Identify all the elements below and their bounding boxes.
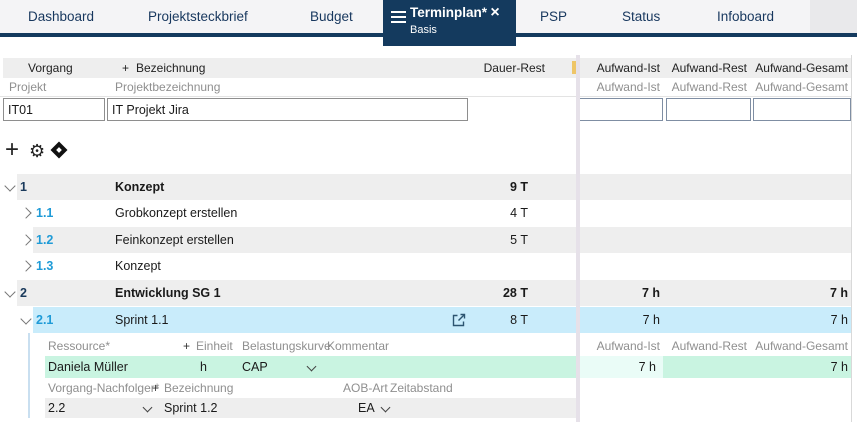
successor-aob-art[interactable]: EA (358, 401, 375, 415)
successor-header-row: Vorgang-Nachfolger* + Bezeichnung AOB-Ar… (0, 379, 857, 398)
task-row[interactable]: 1.1 Grobkonzept erstellen 4 T (0, 200, 857, 226)
col-header-einheit[interactable]: Einheit (196, 339, 233, 353)
collapse-icon[interactable] (20, 313, 32, 325)
project-name-input[interactable] (107, 98, 468, 121)
pane-divider[interactable] (576, 55, 580, 422)
task-aufwand-ist: 7 h (642, 313, 660, 327)
table-right-border (851, 55, 852, 422)
col-header-aufwand-rest[interactable]: Aufwand-Rest (671, 61, 747, 75)
label-aufwand-gesamt: Aufwand-Gesamt (755, 80, 848, 94)
task-number: 2 (20, 286, 27, 300)
resource-header-row: Ressource* + Einheit Belastungskurve Kom… (0, 337, 857, 356)
close-icon[interactable]: × (490, 4, 500, 21)
col-header-res-aufwand-gesamt: Aufwand-Gesamt (755, 339, 848, 353)
col-header-dauer-rest[interactable]: Dauer-Rest (483, 61, 545, 75)
tab-psp[interactable]: PSP (540, 9, 568, 24)
selection-indent-line (28, 333, 30, 418)
task-row[interactable]: 1 Konzept 9 T (0, 174, 857, 200)
tab-infoboard[interactable]: Infoboard (717, 9, 775, 24)
successor-name: Sprint 1.2 (164, 401, 218, 415)
label-aufwand-ist: Aufwand-Ist (596, 80, 660, 94)
task-row-selected[interactable]: 2.1 Sprint 1.1 8 T 7 h 7 h (0, 307, 857, 333)
add-resource-column-icon[interactable]: + (183, 339, 191, 353)
task-aufwand-gesamt: 7 h (829, 286, 848, 300)
resource-row[interactable]: Daniela Müller h CAP 7 h 7 h (0, 356, 857, 378)
add-successor-icon[interactable]: + (152, 381, 160, 395)
task-aufwand-gesamt: 7 h (830, 313, 848, 327)
active-tab-subtitle: Basis (410, 24, 437, 36)
tab-dashboard[interactable]: Dashboard (28, 9, 95, 24)
task-name: Konzept (115, 180, 165, 194)
collapse-icon[interactable] (4, 286, 16, 298)
task-dauer-rest: 4 T (510, 206, 528, 220)
add-task-button[interactable]: + (5, 136, 20, 163)
resource-belastungskurve[interactable]: CAP (242, 360, 268, 374)
task-number: 1 (20, 180, 27, 194)
task-name: Entwicklung SG 1 (115, 286, 221, 300)
col-header-zeitabstand[interactable]: Zeitabstand (390, 381, 453, 395)
col-header-aob-art[interactable]: AOB-Art (343, 381, 388, 395)
col-header-res-aufwand-ist: Aufwand-Ist (596, 339, 660, 353)
collapse-icon[interactable] (4, 180, 16, 192)
task-aufwand-ist: 7 h (641, 286, 660, 300)
task-name: Grobkonzept erstellen (115, 206, 238, 220)
task-number: 1.2 (36, 233, 54, 247)
col-header-aufwand-ist[interactable]: Aufwand-Ist (596, 61, 660, 75)
project-aufwand-gesamt-input[interactable] (753, 98, 851, 121)
task-name: Sprint 1.1 (115, 313, 169, 327)
project-id-input[interactable] (3, 98, 105, 121)
resource-aufwand-ist-cell[interactable] (578, 356, 663, 378)
header-separator (0, 96, 851, 97)
task-dauer-rest: 5 T (510, 233, 528, 247)
task-dauer-rest: 28 T (502, 286, 528, 300)
label-aufwand-rest: Aufwand-Rest (671, 80, 747, 94)
col-header-succ-bezeichnung[interactable]: Bezeichnung (164, 381, 234, 395)
col-header-vorgang-nachfolger[interactable]: Vorgang-Nachfolger* (48, 381, 160, 395)
label-projektbezeichnung: Projektbezeichnung (115, 80, 221, 94)
successor-number[interactable]: 2.2 (48, 401, 66, 415)
tab-menu-icon[interactable] (391, 11, 406, 23)
resource-name[interactable]: Daniela Müller (48, 360, 128, 374)
col-header-res-aufwand-rest: Aufwand-Rest (671, 339, 747, 353)
task-dauer-rest: 8 T (510, 313, 528, 327)
resource-einheit: h (200, 360, 207, 374)
col-header-aufwand-gesamt[interactable]: Aufwand-Gesamt (755, 61, 848, 75)
task-number: 1.3 (36, 259, 54, 273)
task-row[interactable]: 1.3 Konzept (0, 253, 857, 279)
gear-icon[interactable]: ⚙ (29, 141, 46, 161)
tab-status[interactable]: Status (622, 9, 661, 24)
col-header-bezeichnung[interactable]: Bezeichnung (136, 61, 206, 75)
task-row[interactable]: 1.2 Feinkonzept erstellen 5 T (0, 227, 857, 253)
task-name: Konzept (115, 259, 161, 273)
task-dauer-rest: 9 T (509, 180, 528, 194)
tab-bar-right-zone (810, 0, 857, 33)
tab-projektsteckbrief[interactable]: Projektsteckbrief (148, 9, 248, 24)
resource-aufwand-gesamt: 7 h (830, 360, 848, 374)
task-number: 2.1 (36, 313, 54, 327)
tab-budget[interactable]: Budget (310, 9, 353, 24)
milestone-icon[interactable] (50, 141, 68, 159)
expand-icon[interactable] (20, 234, 32, 246)
expand-icon[interactable] (20, 260, 32, 272)
project-aufwand-ist-input[interactable] (578, 98, 663, 121)
grid-header-band (3, 58, 851, 78)
project-aufwand-rest-input[interactable] (666, 98, 751, 121)
task-row[interactable]: 2 Entwicklung SG 1 28 T 7 h 7 h (0, 280, 857, 306)
task-number: 1.1 (36, 206, 54, 220)
col-header-belastungskurve[interactable]: Belastungskurve (242, 339, 331, 353)
resource-aufwand-ist: 7 h (638, 360, 656, 374)
col-header-vorgang[interactable]: Vorgang (28, 61, 73, 75)
tab-terminplan-active[interactable]: Terminplan* × Basis (383, 0, 516, 46)
active-tab-label: Terminplan* (410, 5, 488, 20)
open-external-icon[interactable] (450, 311, 468, 329)
add-column-icon[interactable]: + (122, 61, 130, 75)
expand-icon[interactable] (20, 207, 32, 219)
col-header-kommentar[interactable]: Kommentar (327, 339, 390, 353)
task-name: Feinkonzept erstellen (115, 233, 234, 247)
successor-row[interactable]: 2.2 Sprint 1.2 EA (0, 398, 857, 418)
label-projekt: Projekt (9, 80, 47, 94)
col-header-ressource[interactable]: Ressource* (48, 339, 111, 353)
divider-marker (572, 61, 576, 74)
